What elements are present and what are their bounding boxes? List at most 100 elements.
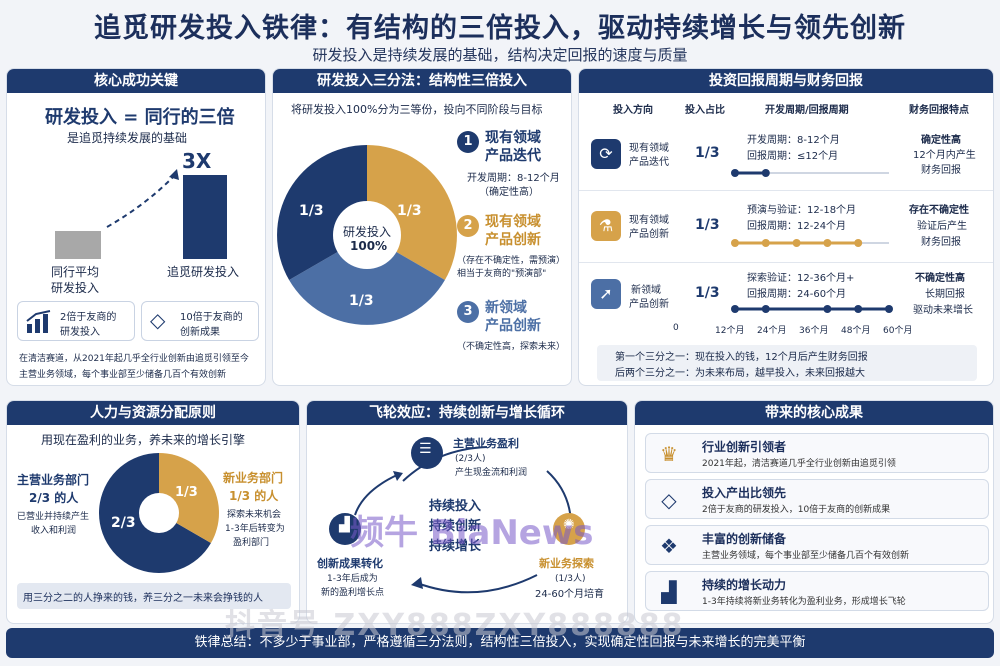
col-direction: 投入方向 (613, 105, 653, 116)
growth-chart-icon: ▟ (661, 580, 677, 604)
row2-timeline (731, 239, 889, 247)
col-cycle: 开发周期/回报周期 (765, 105, 849, 116)
step-number-3: 3 (457, 301, 479, 323)
flywheel-left-3: 新的盈利增长点 (321, 588, 385, 598)
people-intro: 用现在盈利的业务，养未来的增长引擎 (41, 433, 246, 447)
arrow-head-icon (169, 169, 179, 180)
pie-center-label-2: 100% (350, 239, 388, 253)
returns-summary-2: 后两个三分之一：为未来布局，越早投入，未来回报越大 (615, 368, 865, 379)
pie-label-gold: 1/3 (397, 203, 422, 219)
flywheel-left-2: 1-3年后成为 (327, 574, 378, 584)
core-note-1: 在清洁赛道，从2021年起几乎全行业创新由追觅引领至今 (19, 354, 249, 364)
pie-center-label-1: 研发投入 (343, 225, 392, 239)
stat1-line1: 2倍于友商的 (60, 312, 117, 323)
timeline-dot (761, 169, 770, 177)
watermark-douyin: 抖音号 ZXY888ZXY888888 (225, 608, 685, 643)
result-desc-3: 主营业务领域，每个事业部至少储备几百个有效创新 (702, 551, 910, 561)
row2-cycle-2: 回报周期：12-24个月 (747, 221, 847, 232)
flywheel-top-3: 产生现金流和利润 (455, 468, 528, 478)
bulb-circle (553, 513, 585, 545)
axis-tick-label: 24个月 (757, 326, 787, 336)
row3-cycle-2: 回报周期：24-60个月 (747, 289, 847, 300)
step2-desc-2: 相当于友商的"预演部" (457, 269, 547, 279)
stat-card-innovation: ◇ 10倍于友商的 创新成果 (141, 301, 259, 341)
people-header: 人力与资源分配原则 (7, 401, 299, 425)
row1-dir-2: 产品迭代 (629, 157, 669, 168)
row3-share: 1/3 (695, 285, 720, 301)
row1-cycle-1: 开发周期：8-12个月 (747, 135, 840, 146)
page-title: 追觅研发投入铁律：有结构的三倍投入，驱动持续增长与领先创新 (94, 13, 906, 44)
row3-dir-1: 新领域 (631, 285, 661, 296)
thirds-header: 研发投入三分法：结构性三倍投入 (273, 69, 571, 93)
row3-feat-2: 长期回报 (925, 289, 965, 300)
main-dept-4: 收入和利润 (31, 526, 77, 536)
diamond-icon: ◇ (150, 308, 166, 332)
flywheel-center-1: 持续投入 (429, 499, 482, 514)
pie-slice-steel (289, 235, 445, 325)
axis-tick-label: 36个月 (799, 326, 829, 336)
timeline-dot (854, 239, 863, 247)
row3-cycle-1: 探索验证：12-36个月+ (747, 273, 855, 284)
crown-icon: ♛ (660, 442, 678, 466)
axis-tick-label: 48个月 (841, 326, 871, 336)
bar-growth-icon (26, 310, 51, 333)
returns-row-3: ➚ 新领域 产品创新 1/3 探索验证：12-36个月+ 回报周期：24-60个… (579, 265, 993, 337)
result-title-4: 持续的增长动力 (702, 578, 787, 592)
new-dept-4: 1-3年后转变为 (225, 524, 285, 534)
pie-label-steel: 1/3 (349, 293, 374, 309)
row3-feat-1: 不确定性高 (915, 273, 965, 284)
col-feature: 财务回报特点 (909, 105, 969, 116)
returns-panel: 投资回报周期与财务回报 投入方向 投入占比 开发周期/回报周期 财务回报特点 ⟳… (578, 68, 994, 386)
timeline-dot (823, 239, 832, 247)
core-bar-chart (55, 169, 227, 259)
step2-title-2: 产品创新 (485, 232, 541, 248)
cubes-icon: ❖ (660, 534, 678, 558)
people-slogan: 用三分之二的人挣来的钱，养三分之一未来会挣钱的人 (23, 593, 263, 604)
flywheel-center-2: 持续创新 (429, 519, 482, 534)
result-item-3: ❖ 丰富的创新储备 主营业务领域，每个事业部至少储备几百个有效创新 (645, 525, 989, 565)
row1-feat-3: 财务回报 (921, 165, 961, 176)
main-dept-3: 已营业并持续产生 (17, 512, 90, 522)
row1-dir-1: 现有领域 (629, 143, 669, 154)
footer-summary: 铁律总结：不多少于事业部，严格遵循三分法则，结构性三倍投入，实现确定性回报与未来… (6, 628, 994, 658)
step1-title-1: 现有领域 (485, 130, 541, 146)
thirds-pie (277, 145, 457, 325)
page-subtitle: 研发投入是持续发展的基础，结构决定回报的速度与质量 (312, 46, 688, 64)
step-number-2: 2 (457, 215, 479, 237)
row2-cycle-1: 预演与验证：12-18个月 (747, 205, 857, 216)
watermark-logo: 频牛 BiaNews (350, 513, 594, 553)
core-note-2: 主营业务领域，每个事业部至少储备几百个有效创新 (19, 370, 227, 380)
people-donut (99, 453, 219, 573)
result-item-1: ♛ 行业创新引领者 2021年起，清洁赛道几乎全行业创新由追觅引领 (645, 433, 989, 473)
timeline-dot (823, 305, 832, 313)
step1-desc-2: （确定性高） (479, 187, 539, 198)
timeline-dot (731, 169, 739, 177)
row2-feat-1: 存在不确定性 (909, 205, 969, 216)
step1-desc-1: 开发周期：8-12个月 (467, 173, 560, 184)
row3-timeline (731, 305, 893, 313)
lightbulb-icon: ✺ (563, 517, 575, 533)
result-title-3: 丰富的创新储备 (702, 532, 787, 546)
coins-icon: ☰ (419, 441, 432, 457)
row1-feat-1: 确定性高 (921, 135, 961, 146)
row1-feat-2: 12个月内产生 (913, 150, 976, 161)
new-dept-2: 1/3 的人 (229, 489, 279, 503)
flywheel-cycle (329, 437, 585, 594)
row1-share: 1/3 (695, 145, 720, 161)
row3-dir-2: 产品创新 (629, 299, 669, 310)
thirds-intro: 将研发投入100%分为三等份，投向不同阶段与目标 (291, 103, 543, 116)
flywheel-panel: 飞轮效应：持续创新与增长循环 ☰ ✺ ▟ 主营业务盈利 (2/3人) 产生现金流… (306, 400, 628, 624)
dreame-bar-label: 追觅研发投入 (167, 265, 240, 279)
flywheel-center-3: 持续增长 (429, 539, 482, 554)
returns-summary-1: 第一个三分之一：现在投入的钱，12个月后产生财务回报 (615, 352, 868, 363)
people-slogan-box: 用三分之二的人挣来的钱，养三分之一未来会挣钱的人 (17, 583, 291, 609)
flask-icon: ⚗ (591, 211, 621, 241)
returns-row-1: ⟳ 现有领域 产品迭代 1/3 开发周期：8-12个月 回报周期：≤12个月 确… (579, 119, 993, 191)
timeline-dot (731, 305, 739, 313)
core-tagline: 是追觅持续发展的基础 (67, 131, 188, 145)
stat-card-investment: 2倍于友商的 研发投入 (17, 301, 135, 341)
row1-cycle-2: 回报周期：≤12个月 (747, 151, 839, 162)
core-headline: 研发投入 = 同行的三倍 (45, 107, 235, 128)
result-desc-2: 2倍于友商的研发投入，10倍于友商的创新成果 (702, 505, 891, 515)
dreame-bar (183, 175, 227, 259)
